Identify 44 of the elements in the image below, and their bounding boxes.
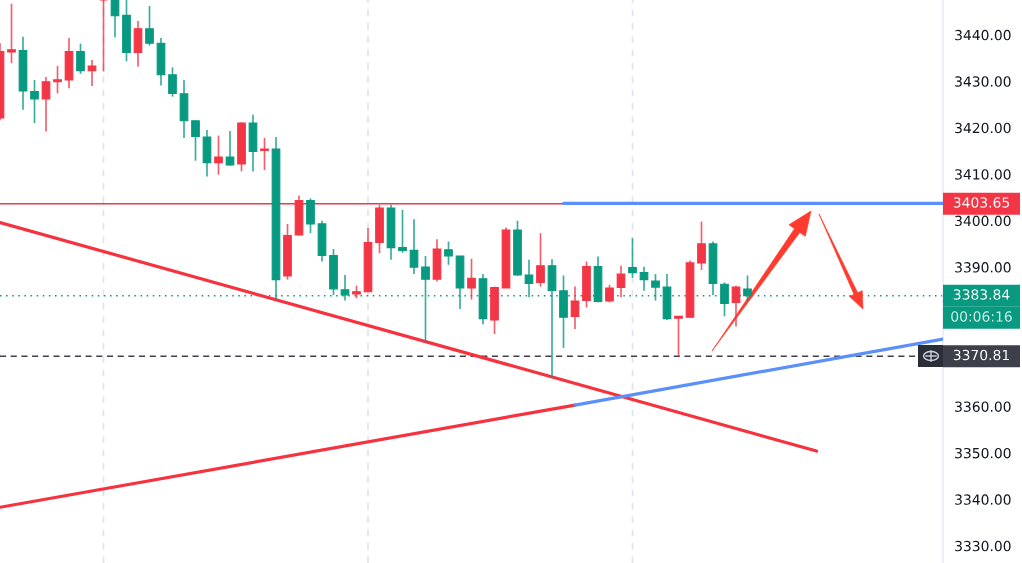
y-tick-label: 3350.00: [955, 447, 1011, 459]
y-tick-label: 3410.00: [955, 169, 1011, 180]
candlestick: [421, 255, 430, 343]
candlestick: [41, 76, 51, 133]
candlestick: [168, 66, 177, 98]
ref-line-label: 3383.84: [953, 289, 1010, 300]
candlestick: [444, 240, 453, 266]
candlestick: [731, 284, 741, 328]
candlestick: [260, 137, 269, 171]
candlestick: [306, 197, 315, 235]
candlestick: [628, 237, 637, 279]
candlestick: [743, 274, 752, 302]
candlestick: [30, 79, 39, 124]
candlestick: [7, 2, 16, 65]
y-tick-label: 3360.00: [955, 401, 1011, 412]
text: 00:06:16: [951, 311, 1012, 322]
y-tick-label: 3390.00: [955, 262, 1011, 273]
y-tick-label: 3420.00: [955, 122, 1011, 134]
candlestick: [133, 20, 143, 68]
candlestick: [570, 285, 580, 330]
candlestick: [674, 315, 683, 358]
candlestick: [398, 209, 407, 254]
candlestick: [409, 218, 419, 275]
candlestick: [467, 257, 476, 301]
candlestick: [639, 265, 649, 292]
ref-line-label: 3370.81: [953, 349, 1009, 361]
candlestick: [145, 5, 154, 47]
y-tick-label: 3330.00: [955, 540, 1011, 552]
candlestick: [536, 232, 545, 288]
candlestick: [720, 281, 729, 318]
candlestick: [214, 134, 223, 176]
candlestick: [225, 130, 235, 167]
candlestick: [191, 119, 200, 162]
candlestick: [616, 264, 626, 299]
y-tick-label: 3400.00: [955, 215, 1011, 227]
candlestick: [76, 42, 85, 75]
candlestick: [53, 65, 62, 95]
y-tick-label: 3340.00: [955, 494, 1011, 505]
candlestick: [697, 220, 706, 271]
ref-line-label: 3403.65: [953, 197, 1009, 208]
y-tick-label: 3440.00: [955, 29, 1011, 41]
candlestick: [110, 0, 120, 38]
y-tick-label: 3430.00: [955, 76, 1011, 87]
candlestick: [87, 59, 97, 87]
